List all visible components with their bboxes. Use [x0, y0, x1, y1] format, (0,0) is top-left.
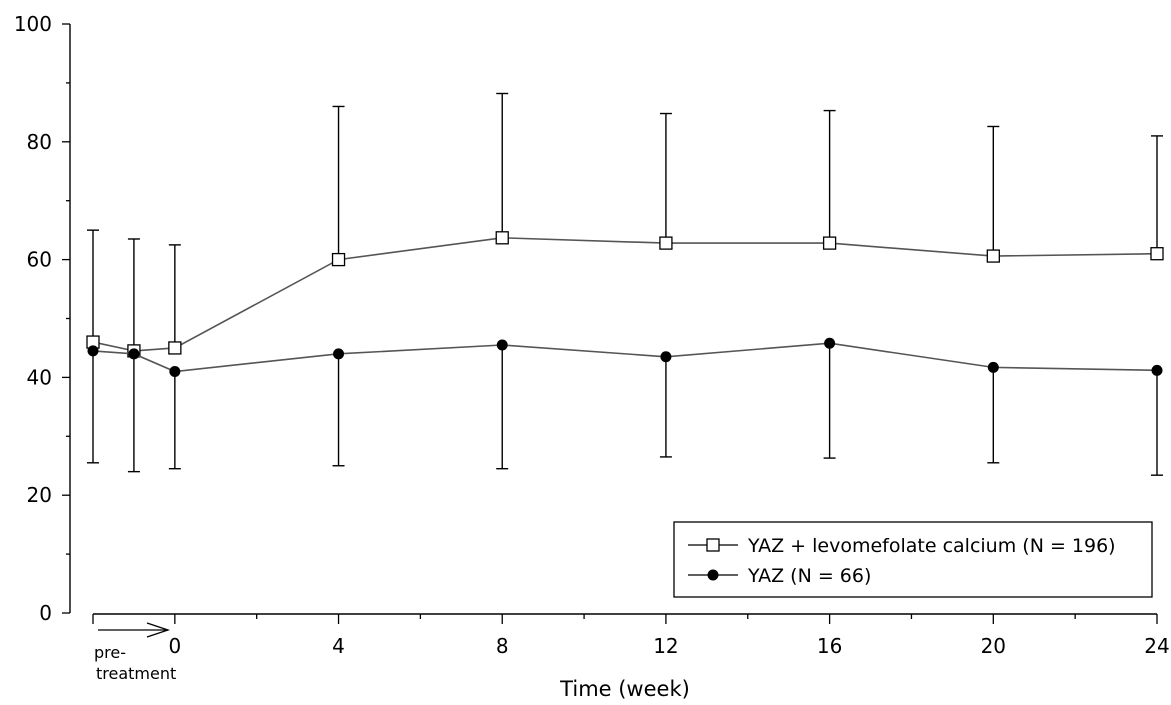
data-point-square: [659, 236, 673, 250]
pretreatment-label-line2: treatment: [96, 664, 176, 683]
data-point-circle: [169, 366, 181, 378]
data-point-circle: [660, 351, 672, 363]
data-point-square: [495, 231, 509, 245]
y-tick-label: 100: [14, 12, 52, 36]
data-point-circle: [333, 348, 345, 360]
legend-square-marker-icon: [706, 538, 720, 552]
data-point-square: [331, 252, 346, 267]
series-layer: [86, 92, 1164, 476]
y-tick-label: 40: [27, 365, 52, 389]
data-point-circle: [496, 339, 508, 351]
x-tick-label: 8: [496, 634, 509, 658]
pretreatment-arrow-head: [146, 622, 171, 638]
legend-box: [673, 521, 1153, 598]
data-point-circle: [987, 361, 999, 373]
y-ticks: 0 20 40 60 80 100: [14, 12, 70, 625]
x-tick-label: 4: [332, 634, 345, 658]
x-tick-label: 0: [168, 634, 181, 658]
y-tick-label: 0: [39, 601, 52, 625]
data-point-square: [168, 341, 182, 355]
y-tick-label: 20: [27, 483, 52, 507]
data-point-square: [822, 236, 837, 250]
markers: [87, 337, 1163, 378]
series-2: [87, 337, 1163, 476]
y-tick-label: 60: [27, 248, 52, 272]
data-point-circle: [1151, 364, 1163, 376]
legend: YAZ + levomefolate calcium (N = 196) YAZ…: [673, 521, 1153, 598]
data-point-circle: [128, 348, 140, 360]
data-point-circle: [824, 337, 836, 349]
x-ticks: 0 4 8 12 16 20 24: [92, 614, 1170, 658]
pretreatment-marker: pre- treatment: [94, 622, 176, 683]
x-tick-label: 24: [1144, 634, 1169, 658]
pretreatment-label-line1: pre-: [94, 643, 126, 662]
markers: [86, 231, 1164, 358]
data-point-circle: [87, 345, 99, 357]
x-tick-label: 12: [653, 634, 678, 658]
data-point-square: [986, 249, 1000, 263]
error-bars: [87, 343, 1163, 476]
x-tick-label: 16: [817, 634, 842, 658]
legend-label-series-1: YAZ + levomefolate calcium (N = 196): [747, 535, 1116, 557]
legend-circle-marker-icon: [707, 569, 719, 581]
x-axis-title: Time (week): [559, 677, 690, 701]
error-bars: [87, 92, 1163, 351]
axes: 0 20 40 60 80 100 0 4 8 12 16 20 24: [14, 12, 1170, 658]
series-1: [86, 92, 1164, 358]
y-tick-label: 80: [27, 130, 52, 154]
data-point-square: [1150, 247, 1164, 261]
legend-label-series-2: YAZ (N = 66): [747, 565, 871, 587]
x-tick-label: 20: [981, 634, 1006, 658]
